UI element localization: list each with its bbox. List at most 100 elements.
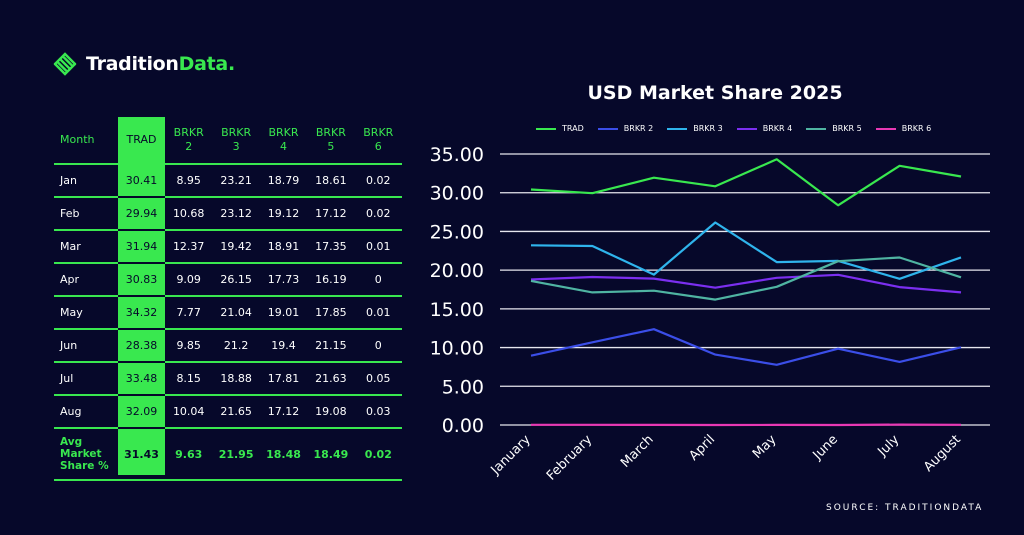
legend-item: BRKR 6 <box>875 124 932 133</box>
chart-title: USD Market Share 2025 <box>587 82 843 104</box>
row-month-cell: May <box>54 295 118 329</box>
table-cell: 30.41 <box>118 163 165 197</box>
table-cell: 18.91 <box>259 229 308 263</box>
x-tick-label: May <box>750 432 780 462</box>
table-cell: 10.68 <box>165 196 213 230</box>
series-line-brkr-2 <box>530 328 962 366</box>
column-header-brkr-6: BRKR 6 <box>363 126 394 153</box>
table-row: Jan 30.41 8.95 23.21 18.79 18.61 0.02 <box>54 163 402 197</box>
table-cell: 31.94 <box>118 229 165 263</box>
table-cell: 18.79 <box>259 163 308 197</box>
market-share-table-wrapper: Month TRAD BRKR 2 BRKR 3 BRKR 4 BRKR 5 BRKR 6 Jan 30… <box>54 117 402 481</box>
average-cell: 0.02 <box>354 427 402 481</box>
table-cell: 21.63 <box>307 361 355 395</box>
market-share-table: Month TRAD BRKR 2 BRKR 3 BRKR 4 BRKR 5 BRKR 6 Jan 30… <box>54 117 402 481</box>
table-cell: 28.38 <box>118 328 165 362</box>
table-cell: 10.04 <box>165 394 213 428</box>
table-cell: 17.73 <box>259 262 308 296</box>
table-cell: 16.19 <box>307 262 355 296</box>
table-cell: 0.01 <box>354 295 402 329</box>
legend-label: BRKR 2 <box>623 124 654 133</box>
table-cell: 0 <box>354 328 402 362</box>
table-cell: 9.09 <box>165 262 213 296</box>
table-row: Jun 28.38 9.85 21.2 19.4 21.15 0 <box>54 328 402 362</box>
column-header-trad: TRAD <box>126 133 157 146</box>
legend-item: TRAD <box>536 124 584 133</box>
average-cell: 31.43 <box>118 427 165 481</box>
table-cell: 17.85 <box>307 295 355 329</box>
legend-label: BRKR 6 <box>901 124 932 133</box>
y-tick-label: 10.00 <box>430 338 484 360</box>
column-header-brkr-5: BRKR 5 <box>315 126 346 153</box>
x-tick-label: April <box>686 432 718 464</box>
column-header-brkr-3: BRKR 3 <box>221 126 252 153</box>
chart-legend: TRAD BRKR 2 BRKR 3 BRKR 4 BRKR 5 BRKR 6 <box>536 124 945 133</box>
legend-item: BRKR 2 <box>597 124 654 133</box>
table-cell: 29.94 <box>118 196 165 230</box>
table-row: Apr 30.83 9.09 26.15 17.73 16.19 0 <box>54 262 402 296</box>
table-cell: 17.35 <box>307 229 355 263</box>
table-cell: 23.21 <box>212 163 260 197</box>
table-cell: 0.02 <box>354 196 402 230</box>
legend-swatch <box>875 127 896 130</box>
table-cell: 0.03 <box>354 394 402 428</box>
table-cell: 7.77 <box>165 295 213 329</box>
table-cell: 19.01 <box>259 295 308 329</box>
y-tick-label: 15.00 <box>430 299 484 321</box>
table-cell: 21.2 <box>212 328 260 362</box>
y-tick-label: 20.00 <box>430 260 484 282</box>
y-tick-label: 25.00 <box>430 221 484 243</box>
table-cell: 0.02 <box>354 163 402 197</box>
legend-swatch <box>597 127 618 130</box>
y-tick-label: 0.00 <box>442 415 484 437</box>
average-cell: 18.49 <box>307 427 355 481</box>
source-note: SOURCE: TRADITIONDATA <box>826 503 984 513</box>
table-cell: 23.12 <box>212 196 260 230</box>
x-tick-label: August <box>921 432 964 475</box>
table-row: Mar 31.94 12.37 19.42 18.91 17.35 0.01 <box>54 229 402 263</box>
table-cell: 19.08 <box>307 394 355 428</box>
row-month-cell: Aug <box>54 394 118 428</box>
column-header-brkr-4: BRKR 4 <box>268 126 299 153</box>
brand-logo: TraditionData. <box>52 50 235 78</box>
legend-item: BRKR 3 <box>667 124 723 133</box>
x-tick-label: June <box>810 432 841 463</box>
table-cell: 17.12 <box>307 196 355 230</box>
table-cell: 9.85 <box>165 328 213 362</box>
row-month-cell: Jul <box>54 361 118 395</box>
legend-label: BRKR 3 <box>693 124 723 133</box>
table-cell: 18.88 <box>212 361 260 395</box>
y-tick-label: 30.00 <box>430 183 484 205</box>
table-cell: 30.83 <box>118 262 165 296</box>
legend-swatch <box>667 127 688 130</box>
row-month-cell: Apr <box>54 262 118 296</box>
column-header-month: Month <box>60 133 95 146</box>
legend-item: BRKR 5 <box>806 124 862 133</box>
average-cell: 9.63 <box>165 427 213 481</box>
table-cell: 21.65 <box>212 394 260 428</box>
average-label: Avg Market Share % <box>54 427 118 481</box>
y-tick-label: 35.00 <box>430 144 484 166</box>
row-month-cell: Jan <box>54 163 118 197</box>
table-cell: 21.15 <box>307 328 355 362</box>
table-cell: 32.09 <box>118 394 165 428</box>
legend-label: BRKR 5 <box>832 124 862 133</box>
row-month-cell: Feb <box>54 196 118 230</box>
x-tick-label: March <box>618 432 657 471</box>
table-cell: 8.95 <box>165 163 213 197</box>
row-month-cell: Mar <box>54 229 118 263</box>
average-cell: 21.95 <box>212 427 260 481</box>
series-line-brkr-5 <box>530 256 962 301</box>
legend-label: BRKR 4 <box>762 124 793 133</box>
table-cell: 19.42 <box>212 229 260 263</box>
table-cell: 33.48 <box>118 361 165 395</box>
table-header-row: Month TRAD BRKR 2 BRKR 3 BRKR 4 BRKR 5 BRKR 6 <box>54 117 402 164</box>
legend-swatch <box>736 127 757 130</box>
table-cell: 17.12 <box>259 394 308 428</box>
table-cell: 0 <box>354 262 402 296</box>
series-line-brkr-4 <box>530 273 962 294</box>
series-line-trad <box>530 158 962 207</box>
legend-swatch <box>806 127 827 130</box>
table-row: Jul 33.48 8.15 18.88 17.81 21.63 0.05 <box>54 361 402 395</box>
